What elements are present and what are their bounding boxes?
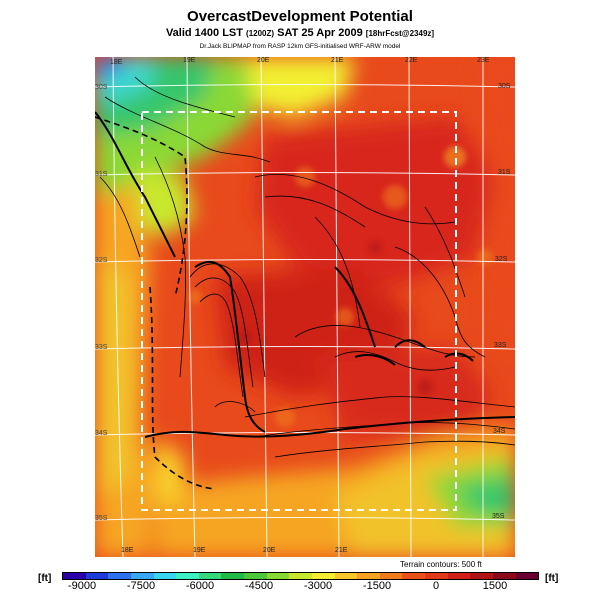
color-swatch (357, 573, 380, 579)
forecast-info: [18hrFcst@2349z] (365, 29, 435, 38)
boundary-dashed (95, 116, 216, 490)
lon-label: 22E (405, 57, 418, 64)
color-swatch (108, 573, 131, 579)
color-swatch (85, 573, 109, 579)
color-swatch (221, 573, 244, 579)
field-speckles (188, 146, 493, 427)
lon-label: 19E (183, 57, 196, 64)
lon-label: 20E (263, 547, 276, 554)
color-swatch (266, 573, 290, 579)
lat-label: 34S (95, 430, 108, 437)
utc-time: (1200Z) (246, 29, 275, 38)
color-swatch (289, 573, 312, 579)
lat-label: 35S (492, 513, 505, 520)
color-swatch (63, 573, 86, 579)
lon-label: 18E (121, 547, 134, 554)
color-swatch (130, 573, 154, 579)
scale-tick: -4500 (244, 580, 274, 592)
scale-tick: -3000 (303, 580, 333, 592)
scale-tick: -1500 (362, 580, 392, 592)
unit-label-right: [ft] (545, 573, 559, 584)
lon-label: 18E (110, 59, 123, 66)
valid-time: Valid 1400 LST (165, 27, 243, 39)
lat-label: 35S (95, 515, 108, 522)
model-credit: Dr.Jack BLIPMAP from RASP 12km GFS-initi… (199, 43, 401, 50)
color-swatch (198, 573, 222, 579)
field-zones (95, 57, 515, 557)
color-scale-bar (62, 572, 539, 580)
scale-tick: 0 (432, 580, 440, 592)
lat-label: 33S (95, 344, 108, 351)
lat-label: 32S (95, 257, 108, 264)
terrain-contour-note: Terrain contours: 500 ft (400, 560, 482, 569)
graticule (95, 57, 515, 557)
lat-label: 30S (95, 84, 108, 91)
color-swatch (176, 573, 199, 579)
color-swatch (153, 573, 177, 579)
lat-label: 30S (498, 83, 511, 90)
lat-label: 34S (493, 428, 506, 435)
lon-label: 20E (257, 57, 270, 64)
terrain-contours (99, 76, 515, 458)
scale-tick: 1500 (482, 580, 508, 592)
color-swatch (470, 573, 493, 579)
color-swatch (311, 573, 335, 579)
lat-label: 32S (495, 256, 508, 263)
lat-label: 31S (95, 171, 108, 178)
inner-domain-box (141, 111, 457, 511)
color-swatch (334, 573, 358, 579)
map-subtitle: Valid 1400 LST (1200Z) SAT 25 Apr 2009 [… (0, 27, 600, 39)
unit-label-left: [ft] (38, 573, 52, 584)
scale-tick: -6000 (185, 580, 215, 592)
lat-label: 33S (494, 342, 507, 349)
color-swatch (379, 573, 403, 579)
scale-tick: -7500 (126, 580, 156, 592)
lon-label: 23E (477, 57, 490, 64)
lon-label: 19E (193, 547, 206, 554)
color-swatch (402, 573, 425, 579)
forecast-map: 18E 19E 20E 21E 22E 23E 30S 31S 32S 33S … (95, 57, 515, 557)
color-swatch (515, 573, 539, 579)
color-swatch (492, 573, 516, 579)
scale-tick: -9000 (67, 580, 97, 592)
lat-label: 31S (498, 169, 511, 176)
map-title: OvercastDevelopment Potential (187, 8, 413, 25)
map-canvas (95, 57, 515, 557)
color-swatch (447, 573, 471, 579)
color-swatch (244, 573, 267, 579)
lon-label: 21E (335, 547, 348, 554)
lon-label: 21E (331, 57, 344, 64)
valid-date: SAT 25 Apr 2009 (277, 27, 363, 39)
coastline-bold (95, 111, 515, 438)
color-swatch (425, 573, 448, 579)
